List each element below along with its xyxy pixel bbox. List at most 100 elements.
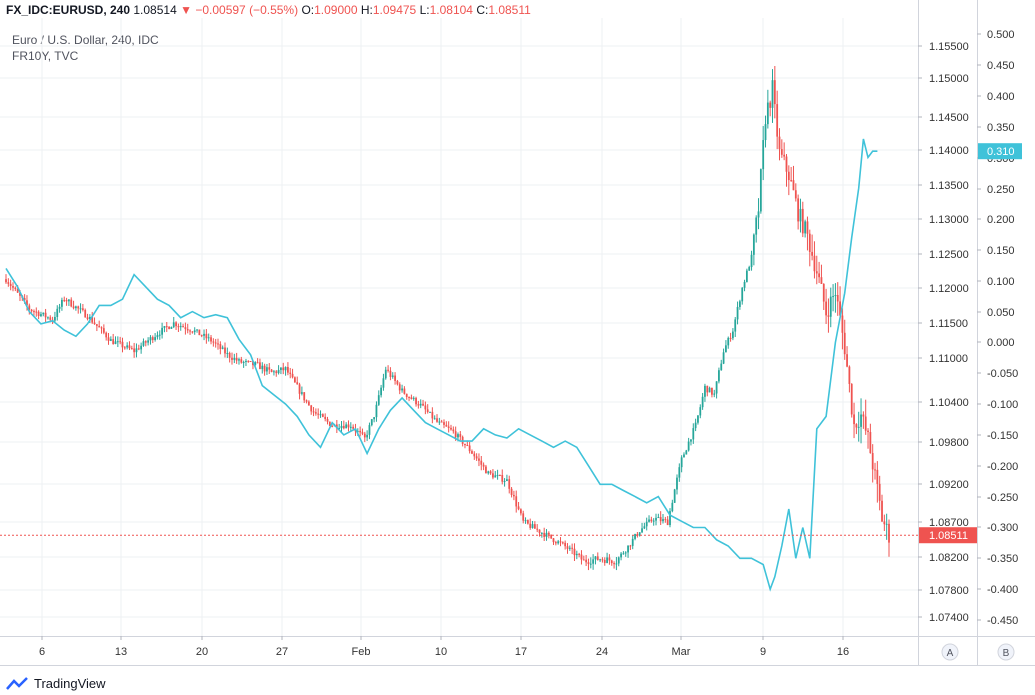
candle-body	[293, 377, 296, 383]
candle-body	[84, 309, 87, 318]
time-axis-tick: Feb	[352, 646, 371, 658]
candle-body	[783, 154, 786, 157]
price-axis-tick: 1.11500	[929, 318, 968, 330]
candle-body	[818, 273, 821, 278]
candle-body	[289, 372, 292, 374]
candle-body	[701, 396, 704, 408]
candle-body	[676, 477, 678, 490]
candle-body	[28, 305, 31, 310]
candle-body	[545, 532, 548, 537]
candle-body	[687, 441, 690, 451]
fr10y-axis-tick: 0.150	[987, 245, 1015, 257]
candle-body	[862, 414, 865, 417]
candle-body	[526, 520, 529, 524]
fr10y-tag-label: 0.310	[987, 146, 1015, 158]
secondary-scale-button-circle	[997, 643, 1015, 661]
candle-body	[214, 342, 217, 344]
price-axis-tick: 1.07800	[929, 585, 969, 597]
candle-body	[452, 429, 455, 432]
candle-body	[839, 301, 841, 316]
open-value: 1.09000	[314, 3, 358, 17]
time-axis-tick: 27	[276, 646, 288, 658]
fr10y-axis-tick: -0.150	[987, 430, 1018, 442]
candle-body	[212, 341, 215, 343]
candle-body	[196, 329, 198, 331]
low-label: L:	[419, 3, 430, 17]
candle-body	[49, 317, 52, 320]
candle-body	[648, 519, 650, 522]
candle-body	[843, 332, 846, 355]
candle-body	[797, 198, 800, 222]
candle-body	[582, 559, 585, 561]
candle-body	[340, 425, 343, 429]
candle-body	[226, 353, 229, 355]
candle-body	[415, 397, 417, 405]
candle-body	[210, 337, 212, 342]
footer-brand[interactable]: TradingView	[6, 676, 106, 691]
fr10y-axis-tick: 0.400	[987, 91, 1015, 103]
fr10y-axis-tick: 0.200	[987, 214, 1015, 226]
candle-body	[718, 370, 720, 382]
candle-body	[331, 425, 334, 427]
candle-body	[44, 312, 47, 318]
legend-eurusd[interactable]: Euro / U.S. Dollar, 240, IDC	[12, 33, 159, 47]
candle-body	[77, 306, 80, 309]
candle-body	[501, 475, 504, 482]
candle-body	[370, 419, 373, 426]
candle-body	[221, 347, 224, 349]
candle-body	[750, 254, 753, 268]
candle-body	[33, 311, 35, 313]
candle-body	[792, 180, 795, 191]
candle-body	[191, 331, 194, 333]
candle-body	[140, 345, 143, 350]
candle-body	[860, 414, 862, 427]
candle-body	[245, 360, 247, 362]
candle-body	[715, 381, 718, 394]
fr10y-axis-tick: 0.450	[987, 60, 1015, 72]
fr10y-axis-tick: 0.000	[987, 337, 1015, 349]
price-axis-tick: 1.15500	[929, 41, 969, 53]
eurusd-candles	[5, 65, 890, 571]
candle-body	[815, 271, 818, 274]
price-axis-tick: 1.13000	[929, 214, 969, 226]
candle-body	[620, 553, 622, 558]
candle-body	[147, 340, 150, 343]
candle-body	[366, 434, 369, 438]
candle-body	[177, 326, 180, 328]
candle-body	[382, 378, 385, 388]
candle-body	[471, 451, 473, 454]
candle-body	[729, 337, 732, 339]
candle-body	[165, 326, 168, 328]
candle-body	[533, 524, 536, 529]
auto-scale-button[interactable]: A	[941, 643, 959, 661]
candle-body	[375, 404, 378, 418]
candle-body	[410, 397, 413, 399]
candle-body	[641, 528, 643, 533]
candle-body	[482, 464, 485, 467]
candle-body	[401, 388, 403, 391]
candle-body	[538, 529, 541, 534]
candle-body	[179, 326, 182, 328]
candle-body	[380, 387, 383, 396]
candle-body	[68, 299, 70, 302]
candle-body	[109, 339, 112, 341]
candle-body	[135, 348, 138, 353]
high-value: 1.09475	[372, 3, 417, 17]
grid-lines	[0, 18, 918, 636]
candle-body	[762, 140, 765, 170]
candle-body	[506, 479, 508, 482]
candle-body	[368, 425, 371, 435]
candle-body	[61, 299, 63, 307]
legend-fr10y[interactable]: FR10Y, TVC	[12, 49, 79, 63]
fr10y-axis-tick: -0.300	[987, 522, 1018, 534]
candle-body	[492, 473, 494, 478]
candle-body	[91, 316, 94, 323]
candle-body	[832, 296, 834, 298]
candle-body	[631, 538, 634, 546]
candle-body	[433, 418, 436, 420]
candle-body	[102, 328, 105, 333]
secondary-scale-button[interactable]: B	[997, 643, 1015, 661]
candle-body	[105, 332, 108, 338]
candle-body	[769, 102, 772, 108]
